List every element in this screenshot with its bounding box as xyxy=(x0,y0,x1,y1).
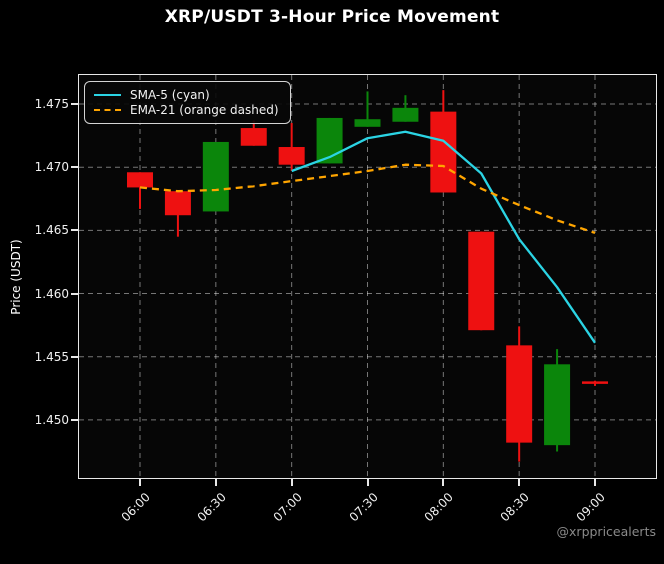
candle-body-up xyxy=(392,107,419,122)
legend-label-ema: EMA-21 (orange dashed) xyxy=(130,102,279,117)
candle-body-up xyxy=(202,141,229,212)
y-tick-mark xyxy=(71,355,78,358)
legend: SMA-5 (cyan) EMA-21 (orange dashed) xyxy=(84,81,291,124)
sma-line-icon xyxy=(94,93,121,96)
x-tick-mark xyxy=(290,479,293,486)
legend-item-sma: SMA-5 (cyan) xyxy=(94,87,279,102)
candlestick-chart-page: { "title": "XRP/USDT 3-Hour Price Moveme… xyxy=(9,7,657,539)
candle-body-up xyxy=(544,364,571,446)
x-tick-label: 06:30 xyxy=(194,490,229,525)
candle-body-up xyxy=(354,119,381,127)
x-tick-mark xyxy=(139,479,141,486)
plot-area xyxy=(78,74,657,479)
y-tick-mark xyxy=(71,229,78,232)
legend-label-sma: SMA-5 (cyan) xyxy=(130,87,210,102)
y-tick-label: 1.450 xyxy=(34,412,69,427)
ema-line-icon xyxy=(94,108,121,111)
legend-item-ema: EMA-21 (orange dashed) xyxy=(94,102,279,117)
ema-line xyxy=(139,163,596,234)
candle-body-down xyxy=(468,231,495,331)
candlestick-plot-svg xyxy=(79,75,656,478)
x-tick-mark xyxy=(518,479,521,486)
x-tick-label: 08:00 xyxy=(421,490,457,525)
y-tick-label: 1.470 xyxy=(34,160,69,175)
y-axis-label: Price (USDT) xyxy=(9,239,23,315)
candle-body-down xyxy=(582,381,608,384)
x-tick-label: 07:30 xyxy=(346,490,381,525)
watermark: @xrppricealerts xyxy=(556,524,656,539)
y-tick-mark xyxy=(71,166,78,169)
candle-body-down xyxy=(506,345,533,443)
y-tick-label: 1.475 xyxy=(34,97,69,112)
y-tick-mark xyxy=(71,292,78,295)
y-tick-label: 1.455 xyxy=(34,349,69,364)
x-tick-mark xyxy=(594,479,596,486)
y-tick-mark xyxy=(71,103,78,106)
candle-body-down xyxy=(164,191,191,216)
candle-body-down xyxy=(278,147,305,165)
chart-title: XRP/USDT 3-Hour Price Movement xyxy=(164,7,500,27)
x-tick-label: 08:30 xyxy=(497,490,533,525)
x-tick-mark xyxy=(442,479,445,486)
candle-body-down xyxy=(240,128,267,146)
x-tick-mark xyxy=(214,479,217,486)
candle-body-down xyxy=(127,172,153,188)
x-tick-label: 06:00 xyxy=(118,490,153,525)
y-tick-label: 1.460 xyxy=(34,286,69,301)
sma-line xyxy=(291,130,596,344)
x-tick-mark xyxy=(366,479,369,486)
y-tick-label: 1.465 xyxy=(34,223,69,238)
y-tick-mark xyxy=(71,418,78,421)
candle-body-down xyxy=(430,111,457,193)
x-tick-label: 07:00 xyxy=(270,490,305,525)
